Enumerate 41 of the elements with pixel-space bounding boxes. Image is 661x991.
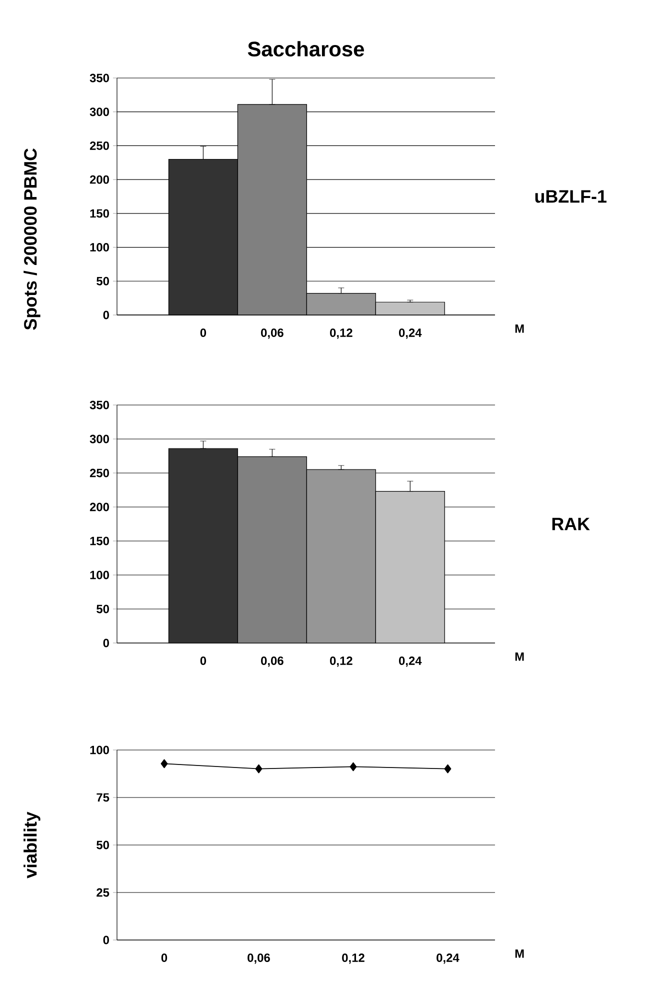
y-tick-label: 100	[90, 243, 109, 252]
y-tick-label: 50	[96, 276, 109, 286]
y-tick-label: 200	[90, 502, 109, 512]
x-tick-label: 0,06	[248, 954, 270, 964]
x-tick-label: 0	[200, 656, 206, 665]
x-tick-label: 0,24	[436, 954, 460, 964]
x-tick-label: 0,24	[398, 328, 422, 339]
y-tick-label: 100	[90, 570, 109, 580]
x-tick-label: 0,12	[342, 954, 364, 964]
y-axis-title: Spots / 200000 PBMC	[24, 148, 40, 330]
y-axis-title: viability	[24, 812, 40, 878]
x-tick-label: 0,24	[398, 656, 422, 667]
x-tick-label: 0,06	[261, 328, 284, 339]
y-tick-label: 50	[96, 840, 109, 850]
x-tick-label: 0	[200, 328, 206, 337]
text: uBZLF-1	[535, 190, 606, 203]
y-tick-label: 0	[103, 310, 109, 320]
y-tick-label: 75	[96, 793, 110, 802]
y-tick-label: 50	[96, 604, 109, 614]
y-tick-label: 250	[90, 141, 109, 150]
x-axis-title: M	[515, 652, 524, 661]
x-tick-label: 0,12	[330, 328, 352, 339]
y-tick-label: 150	[90, 536, 109, 546]
x-axis-title: M	[515, 324, 524, 333]
y-tick-label: 0	[103, 638, 109, 648]
y-tick-label: 350	[90, 400, 109, 410]
y-tick-label: 200	[90, 175, 109, 184]
text: RAK	[552, 518, 590, 530]
y-tick-label: 25	[96, 888, 110, 897]
chart-title: Saccharose	[248, 41, 364, 56]
y-tick-label: 350	[90, 74, 109, 82]
x-tick-label: 0,12	[330, 656, 352, 667]
y-tick-label: 0	[103, 936, 109, 944]
y-tick-label: 100	[90, 746, 109, 754]
y-tick-label: 150	[90, 209, 109, 218]
x-tick-label: 0,06	[261, 656, 284, 667]
y-tick-label: 250	[90, 468, 109, 478]
y-tick-label: 300	[90, 434, 109, 444]
x-tick-label: 0	[161, 954, 168, 962]
x-axis-title: M	[515, 950, 524, 958]
y-tick-label: 300	[90, 108, 109, 116]
